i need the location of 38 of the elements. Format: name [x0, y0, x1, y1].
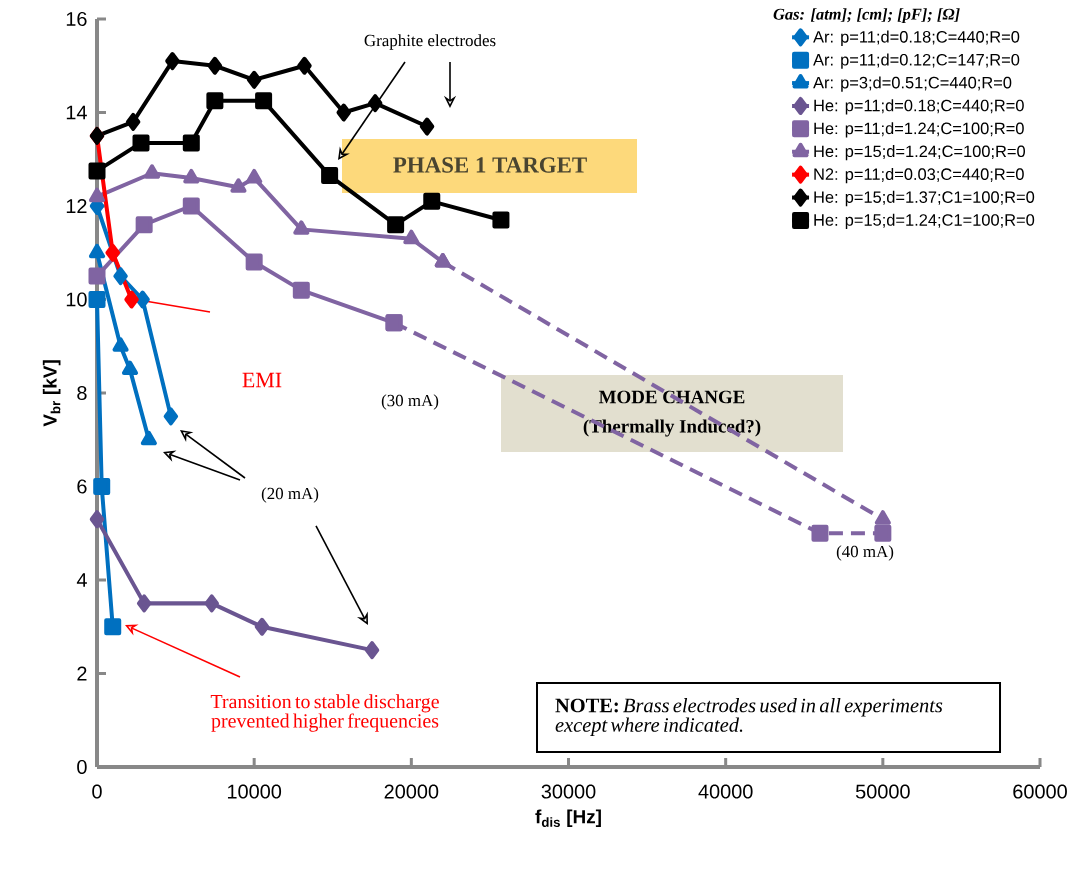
- annotation: (40 mA): [836, 545, 894, 561]
- annotation: NOTE: Brass electrodes used in all experiments except where indicated.: [555, 697, 943, 737]
- x-axis-title: f$_{dis}$ [Hz]: [535, 809, 601, 828]
- legend-label: N2: p=11;d=0.03;C=440;R=0: [814, 167, 1024, 184]
- legend-label: Ar: p=11;d=0.18;C=440;R=0: [813, 30, 1020, 46]
- annotation: (20 mA): [261, 487, 319, 503]
- y-tick-label: 12: [66, 199, 87, 213]
- x-tick-label: 50000: [855, 784, 910, 799]
- legend-label: He: p=15;d=1.24;C1=100;R=0: [814, 213, 1035, 230]
- annotation: Graphite electrodes: [364, 34, 496, 50]
- annotation: MODE CHANGE: [598, 390, 745, 404]
- y-tick-label: 4: [76, 573, 87, 587]
- y-tick-label: 8: [77, 385, 87, 401]
- x-tick-label: 40000: [698, 784, 753, 799]
- y-tick-label: 14: [66, 105, 87, 120]
- legend-label: Ar: p=11;d=0.12;C=147;R=0: [813, 53, 1020, 69]
- annotation: Transition to stable discharge prevented higher frequencies: [210, 694, 439, 732]
- legend-label: Ar: p=3;d=0.51;C=440;R=0: [813, 76, 1012, 92]
- annotation: (30 mA): [381, 394, 439, 410]
- x-tick-label: 0: [92, 784, 102, 799]
- y-tick-label: 16: [66, 11, 87, 27]
- y-axis-title: V$_{br}$ [kV]: [42, 360, 61, 427]
- x-tick-label: 60000: [1013, 784, 1067, 799]
- x-tick-label: 20000: [384, 784, 439, 799]
- legend-title: Gas: [atm]; [cm]; [pF]; [Ω]: [773, 8, 960, 24]
- x-tick-label: 30000: [541, 784, 596, 799]
- legend-label: He: p=11;d=1.24;C=100;R=0: [814, 122, 1024, 138]
- annotation: PHASE 1 TARGET: [393, 157, 587, 173]
- y-tick-label: 6: [77, 479, 87, 494]
- annotation: EMI: [242, 372, 282, 388]
- legend-label: He: p=11;d=0.18;C=440;R=0: [814, 99, 1024, 115]
- legend-label: He: p=15;d=1.24;C=100;R=0: [814, 145, 1026, 161]
- y-tick-label: 0: [77, 759, 87, 775]
- y-tick-label: 10: [66, 292, 87, 307]
- annotation: (Thermally Induced?): [583, 419, 761, 437]
- x-tick-label: 10000: [227, 784, 282, 799]
- y-tick-label: 2: [77, 666, 87, 681]
- legend-label: He: p=15;d=1.37;C1=100;R=0: [814, 190, 1035, 207]
